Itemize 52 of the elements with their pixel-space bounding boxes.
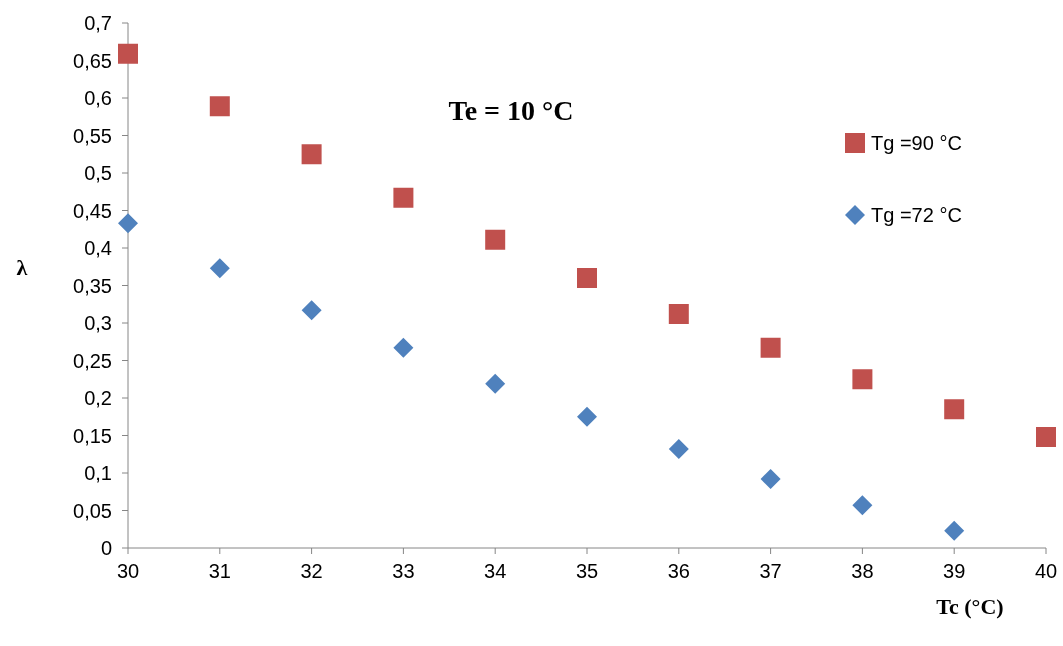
- point: [760, 469, 781, 489]
- y-tick-label: 0,05: [73, 499, 112, 522]
- y-tick-label: 0,5: [84, 162, 112, 184]
- y-axis-title: λ: [16, 255, 28, 280]
- y-tick-label: 0,3: [84, 312, 112, 334]
- point: [301, 144, 322, 165]
- point: [668, 304, 689, 324]
- y-tick-label: 0,1: [84, 462, 112, 484]
- point: [485, 229, 506, 250]
- x-tick-label: 33: [392, 560, 415, 582]
- point: [209, 258, 230, 279]
- point: [485, 373, 506, 394]
- point: [852, 369, 873, 390]
- y-tick-label: 0,65: [73, 49, 112, 72]
- x-tick-label: 38: [851, 560, 874, 582]
- y-tick-label: 0,35: [73, 274, 112, 297]
- point: [301, 300, 322, 321]
- legend-label: Tg =90 °C: [871, 132, 962, 154]
- point: [944, 399, 965, 420]
- point: [577, 268, 597, 288]
- x-tick-label: 31: [208, 560, 231, 582]
- point: [852, 495, 873, 516]
- x-tick-label: 32: [300, 560, 323, 582]
- x-tick-label: 34: [484, 560, 507, 582]
- x-tick-label: 37: [759, 560, 782, 582]
- x-axis-title: Tc (°C): [936, 594, 1004, 619]
- point: [209, 96, 230, 117]
- point: [118, 213, 138, 234]
- y-tick-label: 0,6: [84, 87, 112, 109]
- point: [760, 337, 781, 358]
- point: [1036, 427, 1056, 447]
- point: [668, 439, 689, 459]
- x-tick-label: 35: [575, 560, 599, 582]
- annotation: Te = 10 °C: [448, 95, 574, 126]
- legend-label: Tg =72 °C: [871, 204, 962, 226]
- y-tick-label: 0,45: [73, 199, 112, 222]
- point: [393, 337, 414, 358]
- y-tick-label: 0,2: [84, 387, 112, 409]
- point: [393, 187, 414, 208]
- x-tick-label: 40: [1034, 560, 1058, 582]
- y-tick-label: 0,55: [73, 124, 112, 147]
- y-tick-label: 0,4: [84, 237, 112, 259]
- y-tick-label: 0,15: [73, 424, 112, 447]
- y-tick-label: 0,7: [84, 12, 112, 34]
- y-tick-label: 0,25: [73, 349, 112, 372]
- x-tick-label: 30: [116, 560, 140, 582]
- point: [118, 43, 138, 64]
- point: [577, 406, 597, 427]
- point: [944, 520, 965, 541]
- x-tick-label: 39: [943, 560, 966, 582]
- y-tick-label: 0: [100, 537, 112, 559]
- x-tick-label: 36: [667, 560, 690, 582]
